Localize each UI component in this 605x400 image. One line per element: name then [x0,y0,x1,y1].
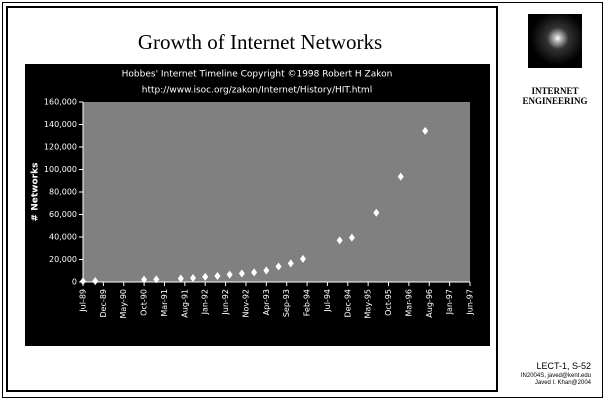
x-tick-label: Jan-92 [201,289,210,315]
y-tick-label: 0 [72,278,77,287]
data-point [177,274,184,283]
data-point [189,273,196,282]
x-tick-label: Jul-89 [79,289,88,313]
data-point [263,266,270,275]
x-tick-label: Dec-89 [99,289,108,318]
x-tick-label: Oct-95 [384,289,393,316]
data-point [348,233,355,242]
data-point [238,269,245,278]
slide-number: LECT-1, S-52 [536,361,591,371]
data-point [336,236,343,245]
footer-note: IN2004S, javed@kent.edu [520,373,591,379]
chart-title: Hobbes' Internet Timeline Copyright ©199… [122,70,393,80]
data-point [153,275,160,284]
y-tick-label: 160,000 [44,98,77,107]
y-tick-label: 20,000 [49,255,77,264]
x-tick-label: Sep-93 [282,289,291,317]
plot-area [83,102,470,282]
star-image [528,14,582,68]
x-tick-label: Jul-94 [323,289,332,313]
x-tick-label: Feb-94 [303,289,312,316]
data-point [92,277,99,286]
data-point [287,259,294,268]
x-tick-label: May-95 [364,289,373,318]
y-axis-label: # Networks [31,163,41,222]
slide-frame [6,6,498,392]
y-tick-label: 40,000 [49,233,77,242]
chart-subtitle: http://www.isoc.org/zakon/Internet/Histo… [142,86,372,96]
x-tick-label: Mar-91 [160,289,169,317]
data-point [397,172,404,181]
data-point [214,272,221,281]
x-tick-label: May-90 [119,289,128,318]
y-tick-label: 60,000 [49,210,77,219]
x-tick-label: Aug-96 [425,289,434,318]
slide-title: Growth of Internet Networks [137,30,383,54]
footer-note: Javed I. Khan@2004 [534,380,591,386]
chart: Hobbes' Internet Timeline Copyright ©199… [25,64,490,346]
x-tick-label: Apr-93 [262,289,271,315]
y-tick-label: 80,000 [49,188,77,197]
x-tick-label: Jun-97 [466,289,475,316]
x-tick-label: Oct-90 [140,289,149,316]
data-point [80,277,86,286]
data-point [202,272,209,281]
data-point [251,268,258,277]
data-point [141,275,148,284]
y-tick-label: 140,000 [44,120,77,129]
x-tick-label: Nov-92 [241,289,250,317]
x-tick-label: Dec-94 [343,289,352,318]
data-point [275,262,282,271]
y-tick-label: 100,000 [44,165,77,174]
sidebar-label: INTERNET ENGINEERING [522,86,588,106]
x-tick-label: Jun-92 [221,289,230,316]
data-point [226,270,233,279]
x-tick-label: Jan-97 [445,289,454,315]
data-point [422,126,429,135]
y-tick-label: 120,000 [44,143,77,152]
x-tick-label: Aug-91 [180,289,189,318]
data-point [373,208,380,217]
x-tick-label: Mar-96 [404,289,413,317]
